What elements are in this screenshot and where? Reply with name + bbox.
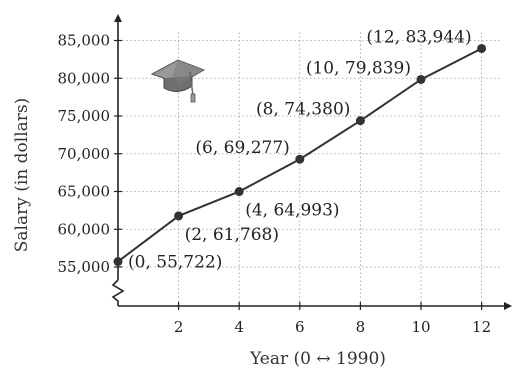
x-axis-arrow (504, 302, 512, 310)
y-tick-label: 65,000 (58, 183, 111, 201)
data-point (234, 187, 244, 197)
ticks: 55,000 60,000 65,000 70,000 75,000 80,000 85,0… (58, 32, 492, 337)
y-tick-label: 55,000 (58, 258, 111, 276)
graduation-cap-icon (150, 59, 206, 103)
y-tick-label: 85,000 (58, 32, 111, 50)
y-tick-label: 70,000 (58, 145, 111, 163)
data-point (113, 257, 123, 267)
y-axis-arrow (114, 14, 122, 22)
x-tick-label: 2 (174, 318, 184, 336)
data-label: (10, 79,839) (306, 58, 411, 78)
x-tick-label: 10 (411, 318, 430, 336)
data-point (477, 43, 487, 53)
x-tick-label: 4 (234, 318, 244, 336)
y-tick-label: 75,000 (58, 107, 111, 125)
data-label: (6, 69,277) (195, 138, 289, 158)
data-label: (2, 61,768) (185, 225, 279, 245)
y-axis-label: Salary (in dollars) (12, 98, 32, 253)
data-point (416, 74, 426, 84)
data-label: (8, 74,380) (256, 100, 350, 120)
axes (111, 14, 512, 310)
x-tick-label: 12 (472, 318, 491, 336)
data-point (174, 211, 184, 221)
data-label: (4, 64,993) (245, 201, 339, 221)
data-point (355, 116, 365, 126)
data-label: (0, 55,722) (128, 253, 222, 273)
data-point (295, 154, 305, 164)
data-label: (12, 83,944) (366, 27, 471, 47)
y-axis-break-mark (111, 279, 125, 306)
data-labels: (0, 55,722) (2, 61,768) (4, 64,993) (6, 69,… (128, 27, 472, 272)
x-tick-label: 8 (356, 318, 366, 336)
x-tick-label: 6 (295, 318, 305, 336)
x-axis-label: Year (0 ↔ 1990) (249, 349, 386, 369)
y-tick-label: 60,000 (58, 220, 111, 238)
y-tick-label: 80,000 (58, 69, 111, 87)
series (113, 43, 487, 267)
